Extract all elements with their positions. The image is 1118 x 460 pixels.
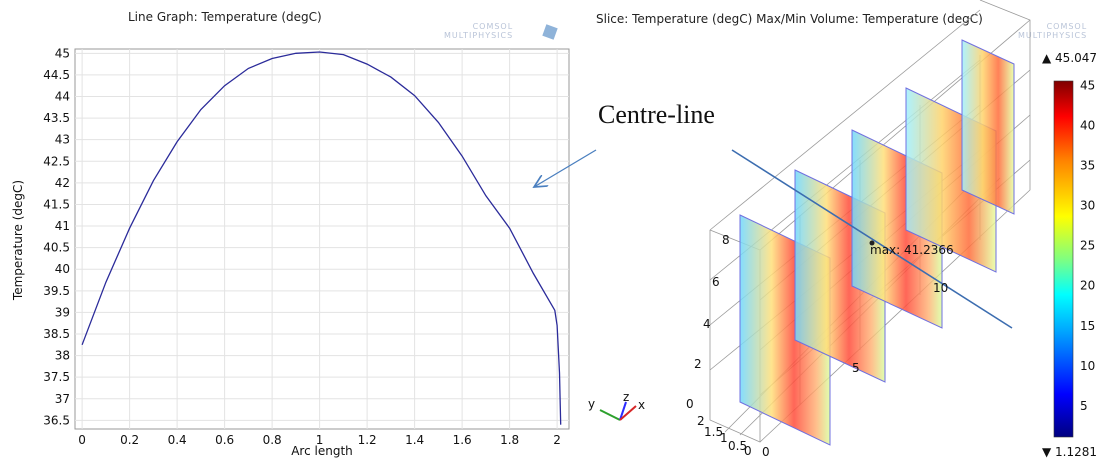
centre-line-marker: [731, 149, 1013, 329]
colorbar-tick-label: 45: [1080, 78, 1095, 92]
y-tick-label: 43.5: [43, 111, 70, 125]
colorbar-gradient: [1053, 80, 1074, 438]
colorbar-tick-label: 35: [1080, 159, 1095, 173]
x-tick-label: 1.6: [453, 433, 472, 447]
y-tick-label: 45: [55, 46, 70, 60]
y-tick-label: 38.5: [43, 327, 70, 341]
left-chart-title: Line Graph: Temperature (degC): [128, 10, 322, 24]
tick-label: 4: [703, 317, 711, 331]
y-tick-label: 39.5: [43, 284, 70, 298]
colorbar: ▲ 45.047 45 40 35 30 25 20 15 10 5 ▼ 1.1281: [1042, 51, 1097, 459]
y-tick-label: 36.5: [43, 413, 70, 427]
grid-lines: [75, 49, 569, 429]
x-tick-label: 0.6: [215, 433, 234, 447]
colorbar-tick-label: 25: [1080, 239, 1095, 253]
triad-x-label: x: [638, 398, 645, 412]
x-tick-label: 0.4: [168, 433, 187, 447]
x-tick-labels: 0 0.2 0.4 0.6 0.8 1 1.2 1.4 1.6 1.8 2: [78, 433, 561, 447]
comsol-logo-left: COMSOL MULTIPHYSICS: [444, 22, 513, 40]
x-tick-label: 0.8: [263, 433, 282, 447]
max-annotation: max: 41.2366: [870, 243, 954, 257]
y-tick-label: 41.5: [43, 197, 70, 211]
series-layer: [81, 51, 562, 425]
y-tick-label: 43: [55, 133, 70, 147]
depth-axis-ticks: 2 1.5 1 0.5 0 0: [697, 414, 770, 459]
y-tick-label: 42: [55, 176, 70, 190]
triad-y-axis: [599, 409, 621, 421]
triad-x-axis: [619, 405, 637, 421]
y-tick-label: 39: [55, 305, 70, 319]
logo-line-2: MULTIPHYSICS: [444, 31, 514, 40]
callout-arrow: [534, 149, 597, 187]
x-tick-label: 1.4: [405, 433, 424, 447]
x-tick-label: 2: [553, 433, 561, 447]
y-tick-label: 44.5: [43, 68, 70, 82]
centre-line-label: Centre-line: [598, 100, 715, 129]
max-point-marker: [869, 240, 875, 246]
tick-label: 0: [762, 445, 770, 459]
slice-3d-plot: max: 41.2366 0 2 4 6 8 5 10 2 1.5 1 0.5 …: [686, 0, 1097, 459]
x-tick-label: 1.2: [358, 433, 377, 447]
tick-label: 8: [722, 233, 730, 247]
vertical-axis-ticks: 0 2 4 6 8: [686, 233, 730, 411]
plot-area: [74, 48, 570, 430]
x-tick-label: 0.2: [120, 433, 139, 447]
x-axis-label: Arc length: [291, 444, 353, 458]
y-tick-labels: 36.5 37 37.5 38 38.5 39 39.5 40 40.5 41 41.5 42 42.5…: [43, 46, 70, 427]
tick-label: 1.5: [704, 425, 723, 439]
triad-y-label: y: [588, 397, 595, 411]
logo-line-1: COMSOL: [1046, 22, 1088, 31]
tick-label: 0.5: [728, 439, 747, 453]
tick-label: 0: [744, 444, 752, 458]
temperature-slice-5: [961, 39, 1015, 215]
colorbar-tick-label: 5: [1080, 399, 1088, 413]
y-tick-label: 40.5: [43, 241, 70, 255]
y-tick-label: 40: [55, 262, 70, 276]
y-tick-label: 44: [55, 90, 70, 104]
tick-label: 2: [694, 357, 702, 371]
axis-triad: y z x: [588, 390, 645, 421]
y-tick-label: 38: [55, 349, 70, 363]
colorbar-ticks: 45 40 35 30 25 20 15 10 5: [1080, 78, 1095, 413]
x-tick-label: 1: [316, 433, 324, 447]
y-tick-label: 37.5: [43, 370, 70, 384]
colorbar-min-label: ▼ 1.1281: [1042, 445, 1097, 459]
colorbar-tick-label: 15: [1080, 319, 1095, 333]
tick-label: 2: [697, 414, 705, 428]
colorbar-tick-label: 40: [1080, 118, 1095, 132]
y-axis-label: Temperature (degC): [11, 180, 25, 301]
x-tick-label: 0: [78, 433, 86, 447]
logo-line-2: MULTIPHYSICS: [1018, 31, 1088, 40]
colorbar-tick-label: 30: [1080, 199, 1095, 213]
temperature-series-line: [81, 51, 562, 425]
triad-z-axis: [619, 401, 627, 421]
tick-label: 0: [686, 397, 694, 411]
length-axis-ticks: 5 10: [852, 281, 948, 375]
y-tick-label: 42.5: [43, 154, 70, 168]
triad-z-label: z: [623, 390, 629, 404]
line-chart: 36.5 37 37.5 38 38.5 39 39.5 40 40.5 41 41.5 42 42.5…: [11, 46, 570, 458]
tick-label: 6: [712, 275, 720, 289]
colorbar-max-label: ▲ 45.047: [1042, 51, 1097, 65]
tick-label: 5: [852, 361, 860, 375]
tick-label: 1: [720, 431, 728, 445]
right-plot-title: Slice: Temperature (degC) Max/Min Volume…: [596, 12, 983, 26]
logo-line-1: COMSOL: [472, 22, 514, 31]
x-tick-label: 1.8: [500, 433, 519, 447]
colorbar-tick-label: 20: [1080, 279, 1095, 293]
colorbar-tick-label: 10: [1080, 359, 1095, 373]
y-tick-label: 37: [55, 392, 70, 406]
y-tick-label: 41: [55, 219, 70, 233]
tick-label: 10: [933, 281, 948, 295]
comsol-logo-right: COMSOL MULTIPHYSICS: [1018, 22, 1087, 40]
